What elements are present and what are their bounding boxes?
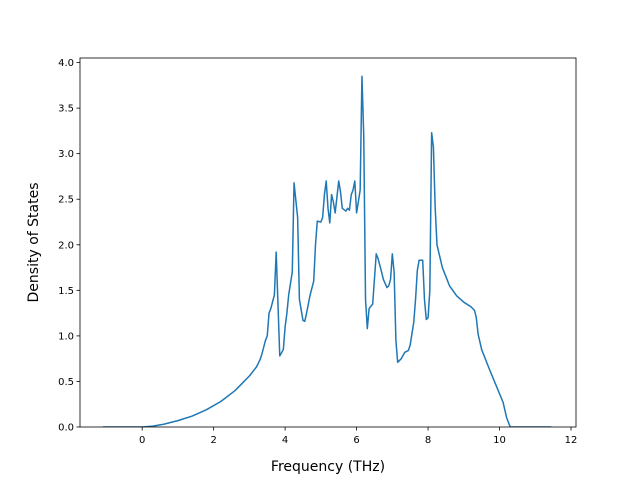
series-layer <box>102 75 552 427</box>
y-tick-label: 3.0 <box>58 149 74 160</box>
y-tick-label: 4.0 <box>58 58 74 69</box>
dos-series-line <box>102 75 552 427</box>
y-axis-label: Density of States <box>26 183 42 303</box>
y-tick-label: 2.5 <box>58 195 74 206</box>
x-tick-label: 0 <box>139 435 145 446</box>
y-tick-label: 3.5 <box>58 104 74 115</box>
y-tick-label: 1.5 <box>58 286 74 297</box>
y-tick-label: 1.0 <box>58 331 74 342</box>
x-tick-label: 12 <box>565 435 578 446</box>
x-axis-label: Frequency (THz) <box>271 459 385 475</box>
axes-frame <box>79 57 577 428</box>
x-axis-ticks: 0 2 4 6 8 10 12 <box>139 427 577 446</box>
x-tick-label: 8 <box>425 435 431 446</box>
y-tick-label: 2.0 <box>58 240 74 251</box>
x-tick-label: 2 <box>210 435 216 446</box>
y-tick-label: 0.0 <box>58 423 74 434</box>
y-axis-ticks: 0.0 0.5 1.0 1.5 2.0 2.5 3.0 3.5 4.0 <box>58 58 80 434</box>
x-tick-label: 6 <box>353 435 359 446</box>
x-tick-label: 4 <box>282 435 288 446</box>
y-tick-label: 0.5 <box>58 377 74 388</box>
x-tick-label: 10 <box>493 435 506 446</box>
